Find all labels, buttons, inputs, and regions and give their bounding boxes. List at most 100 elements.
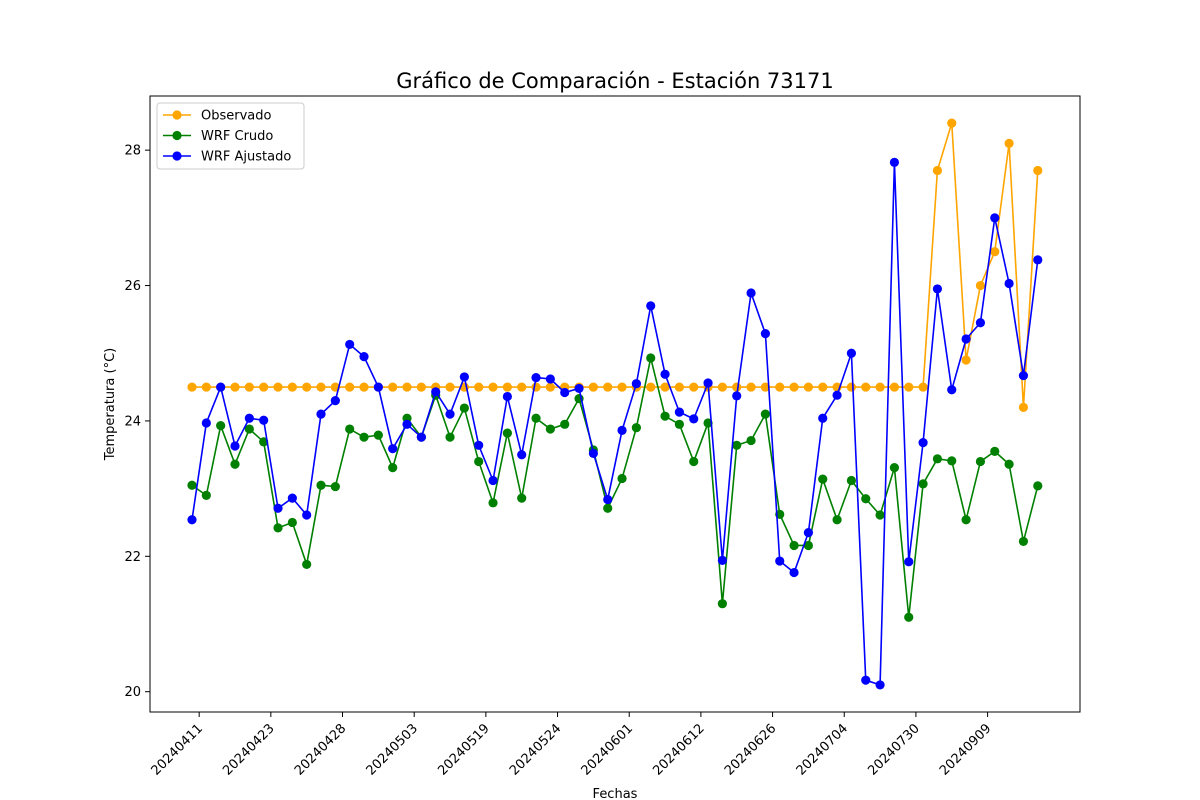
data-point	[531, 373, 541, 383]
data-point	[990, 247, 1000, 257]
data-point	[975, 280, 986, 291]
data-point	[244, 413, 254, 423]
data-point	[760, 329, 771, 339]
data-point	[273, 382, 283, 392]
data-point	[631, 423, 641, 433]
data-point	[302, 559, 312, 570]
data-point	[316, 382, 326, 392]
data-point	[1018, 402, 1029, 412]
data-point	[775, 382, 785, 392]
data-point	[832, 390, 842, 400]
data-point	[474, 440, 484, 450]
data-point	[388, 463, 398, 473]
data-point	[302, 382, 312, 392]
data-point	[545, 374, 555, 384]
data-point	[875, 680, 885, 690]
data-point	[603, 382, 613, 392]
data-point	[889, 157, 900, 167]
data-point	[603, 494, 613, 505]
data-point	[732, 391, 742, 401]
data-point	[187, 515, 197, 525]
y-axis-ticks: 20 22 24 26 28	[124, 144, 150, 700]
data-point	[345, 382, 355, 392]
data-point	[617, 473, 627, 484]
data-point	[216, 421, 226, 431]
data-point	[918, 437, 928, 448]
data-point	[689, 382, 699, 392]
data-point	[961, 515, 971, 525]
data-point	[373, 382, 383, 392]
data-point	[560, 419, 570, 429]
data-point	[603, 503, 613, 513]
legend-label: Observado	[201, 109, 272, 124]
data-point	[1018, 370, 1029, 381]
data-point	[388, 444, 398, 454]
data-point	[760, 409, 771, 419]
data-point	[660, 411, 670, 421]
data-point	[416, 432, 426, 442]
data-point	[373, 430, 383, 440]
data-point	[961, 334, 971, 344]
series-layer	[187, 118, 1043, 690]
data-point	[846, 475, 857, 486]
y-tick-label: 24	[124, 414, 141, 429]
data-point	[1033, 255, 1043, 265]
data-point	[631, 379, 641, 389]
data-point	[861, 382, 871, 392]
data-point	[875, 510, 885, 520]
data-point	[990, 446, 1000, 456]
data-point	[302, 510, 312, 520]
data-point	[1004, 278, 1014, 289]
data-point	[359, 432, 369, 442]
data-point	[674, 382, 684, 392]
data-point	[775, 556, 785, 566]
data-point	[201, 490, 211, 500]
data-point	[703, 378, 713, 388]
data-point	[803, 528, 814, 538]
data-point	[932, 284, 943, 294]
legend-swatch-marker	[172, 110, 182, 120]
data-point	[674, 407, 684, 417]
data-point	[517, 450, 527, 460]
data-point	[904, 612, 914, 622]
legend: Observado WRF Crudo WRF Ajustado	[156, 102, 305, 170]
data-point	[1033, 481, 1043, 491]
plot-frame	[149, 95, 1081, 713]
data-point	[531, 382, 541, 392]
series-0	[187, 118, 1043, 412]
data-point	[531, 413, 541, 423]
data-point	[947, 118, 957, 128]
data-point	[187, 382, 197, 392]
legend-label: WRF Ajustado	[201, 150, 291, 165]
data-point	[330, 396, 340, 406]
data-point	[904, 557, 914, 567]
data-point	[230, 459, 240, 469]
data-point	[244, 382, 254, 392]
data-point	[187, 480, 197, 490]
data-point	[359, 352, 369, 362]
legend-label: WRF Crudo	[201, 129, 273, 144]
data-point	[846, 348, 857, 358]
data-point	[345, 424, 355, 434]
series-2	[187, 157, 1043, 690]
data-point	[402, 419, 412, 429]
data-point	[617, 425, 627, 435]
data-point	[803, 382, 814, 392]
data-point	[517, 493, 527, 503]
data-point	[746, 288, 756, 298]
data-point	[789, 540, 799, 551]
data-point	[717, 599, 727, 609]
data-point	[201, 382, 211, 392]
data-point	[689, 456, 699, 467]
data-point	[646, 301, 656, 311]
series-1	[187, 353, 1043, 622]
data-point	[445, 432, 455, 442]
legend-swatch-marker	[172, 151, 182, 161]
data-point	[287, 493, 297, 503]
y-tick-label: 20	[124, 685, 141, 700]
data-point	[732, 440, 742, 450]
data-point	[459, 372, 469, 382]
data-point	[1004, 459, 1014, 469]
legend-swatch-marker	[172, 130, 182, 141]
data-point	[316, 480, 326, 490]
